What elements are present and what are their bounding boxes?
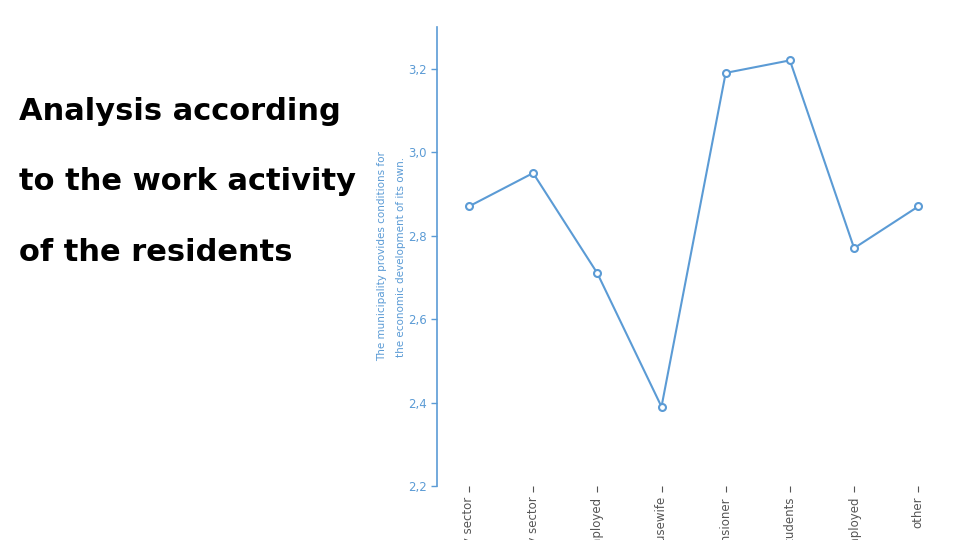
Text: The municipality provides conditions for: The municipality provides conditions for	[377, 152, 387, 361]
Text: to the work activity: to the work activity	[19, 167, 356, 197]
Text: II. International student conference  „Safety in local communities-legal and cri: II. International student conference „Sa…	[14, 512, 738, 522]
Text: Analysis according: Analysis according	[19, 97, 341, 126]
Text: the economic development of its own.: the economic development of its own.	[396, 157, 406, 356]
Text: of the residents: of the residents	[19, 238, 293, 267]
